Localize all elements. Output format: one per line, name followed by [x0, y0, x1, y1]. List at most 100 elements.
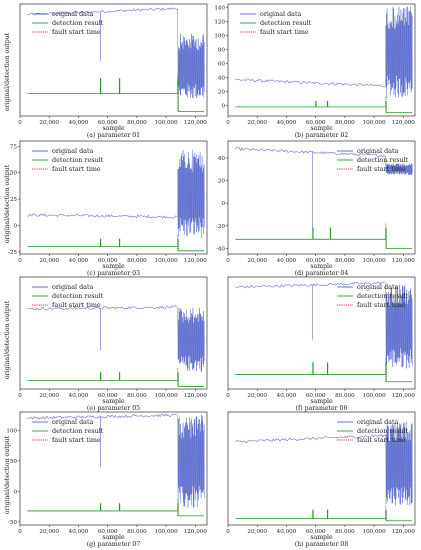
plot-frame [19, 276, 208, 390]
x-tick-label: 60,000 [98, 529, 118, 535]
x-tick-label: 120,000 [184, 529, 208, 535]
chart-panel-4: 0 20,000 40,000 60,000 80,000 100,000 120,000 -… [216, 140, 416, 277]
x-tick-label: 120,000 [184, 258, 208, 264]
legend-label: fault start time [52, 28, 101, 36]
x-axis-label: sample [310, 263, 333, 270]
panel-caption: (f) parameter 06 [296, 405, 348, 412]
y-tick-label: 20 [218, 179, 226, 185]
legend-label: original data [357, 283, 399, 291]
x-tick-label: 100,000 [363, 258, 387, 264]
x-tick-label: 100,000 [155, 258, 179, 264]
y-tick-label: 60 [218, 62, 226, 68]
original-data-fault-oscillation [385, 155, 413, 175]
y-tick-label: 100 [214, 34, 225, 40]
x-tick-label: 60,000 [306, 258, 326, 264]
panel-caption: (h) parameter 08 [295, 541, 349, 548]
plot-frame [227, 411, 416, 526]
x-tick-label: 80,000 [335, 258, 355, 264]
x-tick-label: 40,000 [277, 120, 297, 126]
x-tick-label: 60,000 [306, 393, 326, 399]
legend-label: detection result [52, 156, 104, 164]
y-tick-label: 25 [10, 197, 18, 203]
original-data-fault-oscillation [177, 149, 205, 238]
x-axis-label: sample [102, 263, 125, 270]
legend-label: original data [357, 418, 399, 426]
chart-panel-7: 0 20,000 40,000 60,000 80,000 100,000 120,000 -… [6, 411, 208, 548]
legend-label: original data [260, 10, 302, 18]
plot-frame [19, 3, 208, 117]
x-axis-label: sample [310, 534, 333, 541]
legend-label: detection result [357, 156, 409, 164]
y-tick-label: 80 [218, 48, 226, 54]
x-tick-label: 120,000 [392, 529, 416, 535]
x-tick-label: 40,000 [69, 120, 89, 126]
plot-frame [227, 140, 416, 255]
x-tick-label: 40,000 [69, 529, 89, 535]
legend-label: original data [357, 147, 399, 155]
plot-frame [19, 140, 208, 255]
original-data-fault-oscillation [177, 415, 205, 508]
y-tick-label: 0 [221, 104, 225, 110]
x-tick-label: 80,000 [335, 120, 355, 126]
original-data-line [27, 305, 178, 311]
original-data-line [235, 433, 386, 444]
y-axis-label-row2: original/detection output [4, 164, 11, 243]
x-tick-label: 40,000 [277, 258, 297, 264]
x-tick-label: 0 [18, 258, 22, 264]
legend-label: detection result [260, 19, 312, 27]
x-tick-label: 0 [226, 529, 230, 535]
chart-panel-1: 0 20,000 40,000 60,000 80,000 100,000 120,000 s… [18, 3, 208, 139]
chart-panel-2: 0 20,000 40,000 60,000 80,000 100,000 120,000 0… [214, 3, 416, 139]
original-data-line [235, 78, 386, 88]
original-data-fault-oscillation [385, 6, 413, 99]
x-tick-label: 0 [226, 258, 230, 264]
panel-caption: (e) parameter 05 [87, 405, 140, 412]
x-tick-label: 120,000 [392, 120, 416, 126]
panel-caption: (d) parameter 04 [295, 270, 349, 277]
x-tick-label: 20,000 [247, 393, 267, 399]
y-axis-label-row3: original/detection output [4, 300, 11, 379]
x-tick-label: 100,000 [363, 393, 387, 399]
x-tick-label: 0 [18, 529, 22, 535]
x-tick-label: 60,000 [98, 393, 118, 399]
x-tick-label: 40,000 [69, 393, 89, 399]
chart-panel-3: 0 20,000 40,000 60,000 80,000 100,000 120,000 -… [8, 140, 208, 277]
x-tick-label: 80,000 [127, 258, 147, 264]
x-tick-label: 80,000 [335, 393, 355, 399]
x-tick-label: 20,000 [39, 258, 59, 264]
x-tick-label: 100,000 [363, 529, 387, 535]
original-data-fault-oscillation [177, 8, 205, 99]
original-data-line [27, 213, 178, 219]
legend-label: original data [52, 10, 94, 18]
x-tick-label: 80,000 [127, 529, 147, 535]
x-tick-label: 20,000 [39, 393, 59, 399]
x-tick-label: 0 [18, 120, 22, 126]
x-tick-label: 80,000 [127, 393, 147, 399]
x-tick-label: 60,000 [306, 529, 326, 535]
legend-label: fault start time [260, 28, 309, 36]
y-tick-label: 50 [10, 459, 18, 465]
x-tick-label: 120,000 [392, 393, 416, 399]
x-tick-label: 20,000 [247, 529, 267, 535]
original-data-line [235, 147, 386, 158]
x-tick-label: 0 [18, 393, 22, 399]
x-tick-label: 80,000 [335, 529, 355, 535]
x-axis-label: sample [310, 398, 333, 405]
x-axis-label: sample [102, 398, 125, 405]
y-tick-label: 40 [218, 156, 226, 162]
x-tick-label: 20,000 [39, 529, 59, 535]
original-data-fault-oscillation [177, 307, 205, 372]
legend-label: detection result [52, 427, 104, 435]
panel-caption: (b) parameter 02 [295, 132, 349, 139]
plot-frame [227, 276, 416, 390]
legend-label: fault start time [357, 301, 406, 309]
x-tick-label: 80,000 [127, 120, 147, 126]
x-tick-label: 120,000 [184, 393, 208, 399]
x-tick-label: 40,000 [277, 393, 297, 399]
x-tick-label: 0 [226, 120, 230, 126]
